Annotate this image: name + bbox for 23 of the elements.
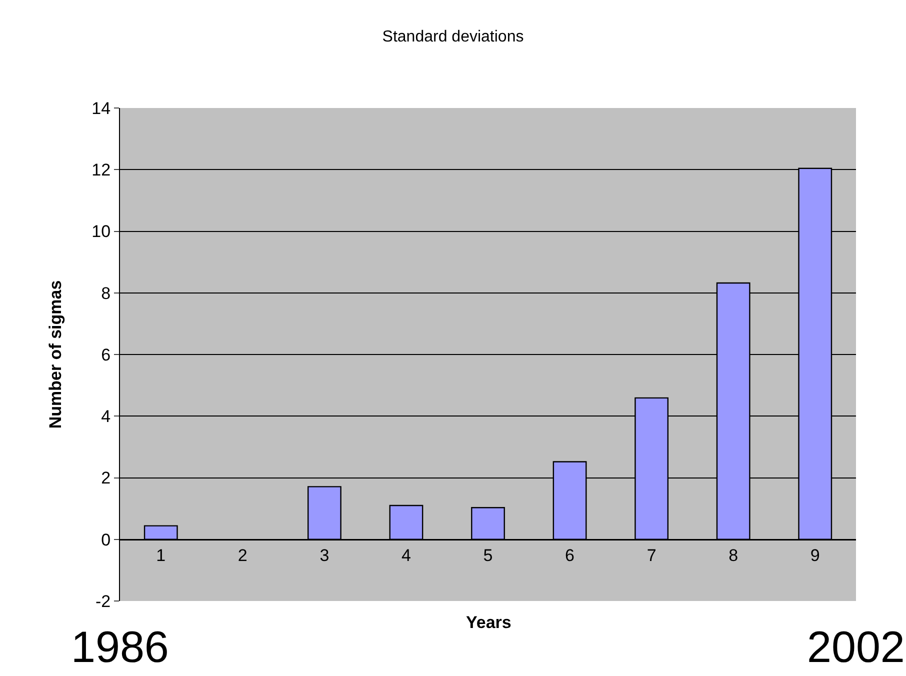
x-tick-label: 8 — [728, 546, 738, 565]
y-tick-label: 10 — [92, 222, 111, 242]
y-tick-label: 6 — [101, 345, 111, 364]
x-tick-label: 7 — [646, 546, 656, 565]
y-tick-label: -2 — [95, 592, 111, 611]
y-tick-label: 0 — [101, 530, 111, 550]
y-tick-label: 12 — [92, 160, 111, 180]
x-tick-label: 3 — [320, 546, 330, 565]
y-tick-label: 14 — [92, 98, 111, 118]
y-tick-label: 8 — [101, 284, 111, 303]
x-tick-label: 1 — [156, 546, 166, 565]
y-axis-title: Number of sigmas — [46, 280, 66, 429]
x-tick-label: 4 — [401, 546, 411, 565]
x-tick-label: 9 — [810, 546, 820, 565]
x-tick-label: 5 — [483, 546, 493, 565]
x-axis-title: Years — [466, 613, 512, 632]
text: 2002 — [807, 623, 905, 672]
text: 1986 — [71, 623, 169, 672]
chart-title: Standard deviations — [382, 28, 524, 46]
x-tick-label: 2 — [238, 546, 248, 565]
x-tick-label: 6 — [565, 546, 575, 565]
y-tick-label: 2 — [101, 468, 111, 488]
y-tick-label: 4 — [101, 407, 111, 426]
